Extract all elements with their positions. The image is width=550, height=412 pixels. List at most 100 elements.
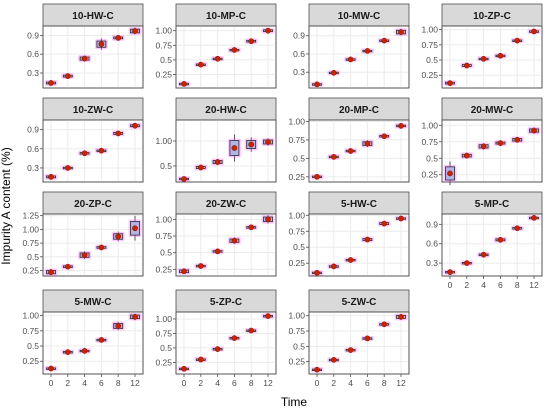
facet-panel <box>42 311 144 375</box>
y-tick-label: 1.00 <box>288 116 305 126</box>
data-point <box>398 29 404 35</box>
y-tick-label: 0.75 <box>22 326 39 336</box>
facet-panel <box>308 119 410 183</box>
facet-title: 10-MP-C <box>206 11 246 22</box>
y-tick-label: 1.00 <box>421 25 438 35</box>
data-point <box>364 335 371 342</box>
data-point <box>197 61 204 68</box>
y-tick-label: 0.25 <box>155 357 172 367</box>
data-point <box>265 27 271 34</box>
y-tick-label: 0.3 <box>293 67 305 77</box>
facet-panel-border <box>42 213 144 277</box>
facet-panel-border <box>175 25 277 89</box>
data-point <box>265 313 271 319</box>
y-tick-label: 0.5 <box>27 252 39 262</box>
y-tick-label: 1.00 <box>155 314 172 324</box>
data-point <box>214 248 221 255</box>
data-point <box>347 56 354 63</box>
x-tick-label: 2 <box>331 378 336 388</box>
data-point <box>48 80 54 86</box>
data-point <box>115 233 122 240</box>
x-tick-label: 4 <box>481 280 486 290</box>
facet-panel-border <box>42 311 144 375</box>
x-tick-label: 6 <box>365 378 370 388</box>
facet-panel-border <box>175 119 277 183</box>
facet-20-zp-c: 20-ZP-C 0.25 0.5 0.75 1.00 1.25 <box>22 191 144 277</box>
y-tick-label: 1.00 <box>22 224 39 234</box>
facet-panel-border <box>175 213 277 277</box>
data-point <box>531 215 537 221</box>
x-tick-label: 0 <box>315 378 320 388</box>
y-tick-label: 1.00 <box>155 214 172 224</box>
y-tick-label: 0.25 <box>22 356 39 366</box>
data-point <box>197 164 204 171</box>
data-point <box>181 268 187 275</box>
data-point <box>64 263 71 270</box>
y-tick-label: 0.9 <box>426 219 438 229</box>
y-tick-label: 0.75 <box>155 40 172 50</box>
facet-20-mp-c: 20-MP-C 0.25 0.5 0.75 1.00 <box>288 97 410 183</box>
facet-panel <box>308 311 410 375</box>
data-point <box>81 150 88 157</box>
y-tick-label: 0.9 <box>293 31 305 41</box>
data-point <box>48 269 54 276</box>
data-point <box>381 220 388 227</box>
facet-panel-border <box>175 311 277 375</box>
y-tick-label: 0.75 <box>155 328 172 338</box>
facet-5-hw-c: 5-HW-C 0.25 0.5 0.75 1.00 <box>288 191 410 277</box>
y-tick-label: 0.25 <box>288 357 305 367</box>
facet-title: 10-HW-C <box>72 11 113 22</box>
facet-5-mw-c: 5-MW-C 0.25 0.5 0.75 1.00 0 2 4 6 8 12 <box>22 289 144 388</box>
y-tick-label: 1.25 <box>22 211 39 221</box>
data-point <box>64 349 71 355</box>
facet-title: 5-MP-C <box>475 199 509 210</box>
y-tick-label: 0.5 <box>293 341 305 351</box>
x-tick-label: 8 <box>515 280 520 290</box>
facet-panel-border <box>42 119 144 183</box>
facet-panel-border <box>42 25 144 89</box>
data-point <box>314 366 320 373</box>
data-point <box>132 314 138 320</box>
data-point <box>330 263 337 270</box>
data-point <box>48 365 54 372</box>
x-tick-label: 0 <box>448 280 453 290</box>
data-point <box>381 37 388 44</box>
facet-title: 20-MP-C <box>339 105 379 116</box>
data-point <box>398 215 404 222</box>
data-point <box>347 148 354 154</box>
facet-panel-border <box>308 311 410 375</box>
data-point <box>330 154 337 160</box>
x-tick-label: 8 <box>116 378 121 388</box>
data-point <box>214 346 221 352</box>
data-point <box>81 252 88 259</box>
facet-panel <box>308 213 410 277</box>
data-point <box>364 48 371 54</box>
y-tick-label: 0.6 <box>27 144 39 154</box>
data-point <box>364 140 371 147</box>
data-point <box>81 55 88 62</box>
x-tick-label: 4 <box>215 378 220 388</box>
facet-panel <box>441 119 543 183</box>
y-tick-label: 0.25 <box>155 264 172 274</box>
facet-title: 10-ZP-C <box>473 11 511 22</box>
facet-5-zp-c: 5-ZP-C 0.25 0.5 0.75 1.00 0 2 4 6 8 12 <box>155 289 277 388</box>
x-tick-label: 0 <box>49 378 54 388</box>
facet-20-mw-c: 20-MW-C 0.25 0.5 0.75 1.00 <box>421 97 543 186</box>
data-point <box>314 173 320 180</box>
facet-20-hw-c: 20-HW-C 0.5 1.00 <box>155 97 277 183</box>
data-point <box>447 269 453 275</box>
y-tick-label: 0.5 <box>160 343 172 353</box>
y-tick-label: 0.9 <box>27 125 39 135</box>
data-point <box>514 37 521 44</box>
y-tick-label: 0.5 <box>293 242 305 252</box>
data-point <box>497 140 504 146</box>
data-point <box>98 147 105 154</box>
data-point <box>181 81 187 87</box>
facet-title: 20-HW-C <box>205 105 246 116</box>
x-tick-label: 12 <box>130 378 140 388</box>
y-tick-label: 0.5 <box>426 55 438 65</box>
facet-10-mw-c: 10-MW-C 0.3 0.6 0.9 <box>293 3 410 89</box>
y-tick-label: 1.00 <box>155 136 172 146</box>
data-point <box>115 323 122 329</box>
